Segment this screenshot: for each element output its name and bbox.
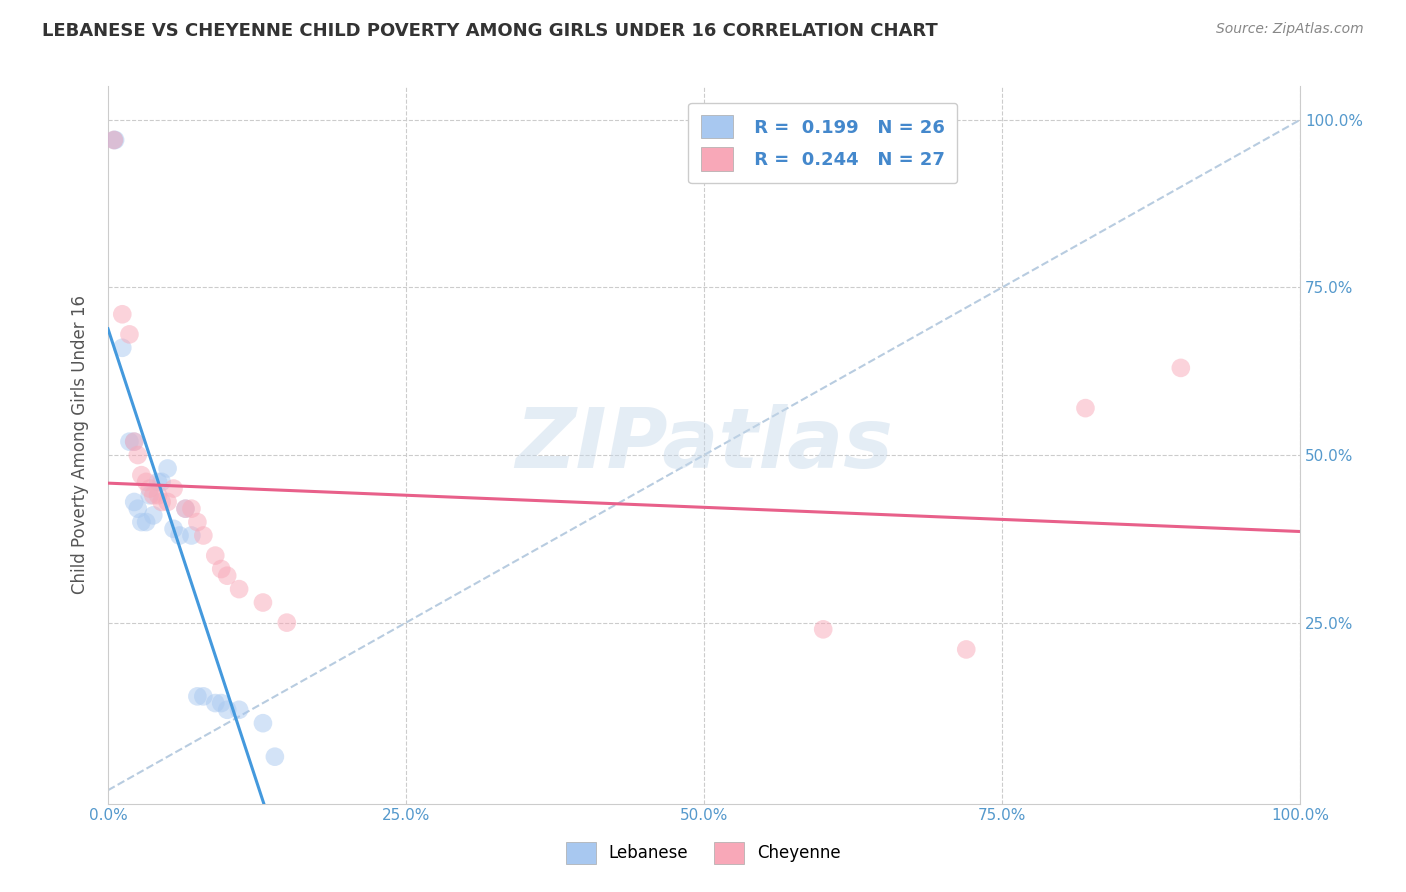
Point xyxy=(111,307,134,321)
Point xyxy=(104,133,127,147)
Point xyxy=(217,703,239,717)
Point xyxy=(122,434,145,449)
Point xyxy=(204,549,226,563)
Point xyxy=(103,133,125,147)
Text: Source: ZipAtlas.com: Source: ZipAtlas.com xyxy=(1216,22,1364,37)
Point xyxy=(118,434,141,449)
Point xyxy=(162,522,184,536)
Point xyxy=(146,475,169,489)
Point xyxy=(122,495,145,509)
Point xyxy=(252,595,274,609)
Point xyxy=(228,703,250,717)
Point xyxy=(156,461,179,475)
Point xyxy=(127,501,149,516)
Point xyxy=(162,482,184,496)
Y-axis label: Child Poverty Among Girls Under 16: Child Poverty Among Girls Under 16 xyxy=(72,295,89,594)
Point xyxy=(138,482,160,496)
Point xyxy=(150,475,173,489)
Point xyxy=(169,528,191,542)
Point xyxy=(193,690,215,704)
Point xyxy=(217,568,239,582)
Point xyxy=(131,515,153,529)
Point xyxy=(138,488,160,502)
Text: ZIPatlas: ZIPatlas xyxy=(515,404,893,485)
Point xyxy=(811,623,834,637)
Point xyxy=(252,716,274,731)
Point xyxy=(186,515,208,529)
Point xyxy=(204,696,226,710)
Point xyxy=(276,615,298,630)
Point xyxy=(955,642,977,657)
Point xyxy=(142,488,165,502)
Legend:  R =  0.199   N = 26,  R =  0.244   N = 27: R = 0.199 N = 26, R = 0.244 N = 27 xyxy=(688,103,957,183)
Point xyxy=(209,696,232,710)
Point xyxy=(156,495,179,509)
Point xyxy=(228,582,250,596)
Point xyxy=(135,475,157,489)
Text: LEBANESE VS CHEYENNE CHILD POVERTY AMONG GIRLS UNDER 16 CORRELATION CHART: LEBANESE VS CHEYENNE CHILD POVERTY AMONG… xyxy=(42,22,938,40)
Point xyxy=(150,495,173,509)
Point xyxy=(103,133,125,147)
Point xyxy=(127,448,149,462)
Point xyxy=(186,690,208,704)
Point xyxy=(146,488,169,502)
Point xyxy=(209,562,232,576)
Point xyxy=(131,468,153,483)
Point xyxy=(180,501,202,516)
Point xyxy=(193,528,215,542)
Point xyxy=(122,434,145,449)
Point xyxy=(1170,360,1192,375)
Point xyxy=(180,528,202,542)
Point xyxy=(142,508,165,523)
Point xyxy=(264,749,287,764)
Point xyxy=(174,501,197,516)
Point xyxy=(118,327,141,342)
Point xyxy=(1074,401,1097,416)
Point xyxy=(135,515,157,529)
Point xyxy=(111,341,134,355)
Point xyxy=(174,501,197,516)
Legend: Lebanese, Cheyenne: Lebanese, Cheyenne xyxy=(558,836,848,871)
